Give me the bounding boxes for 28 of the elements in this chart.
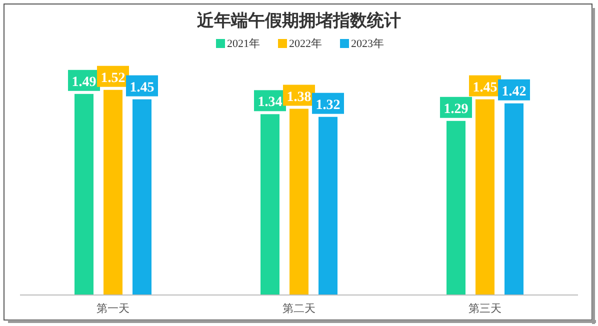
bar (290, 108, 308, 295)
data-label: 1.38 (286, 90, 312, 105)
chart-title: 近年端午假期拥堵指数统计 (196, 11, 401, 30)
legend-label: 2022年 (289, 38, 322, 50)
data-label: 1.52 (100, 70, 126, 86)
legend-item: 2022年 (278, 38, 322, 50)
data-label: 1.32 (316, 98, 340, 113)
bar (318, 116, 338, 295)
bar (260, 114, 280, 295)
bar (446, 120, 466, 295)
bar (74, 94, 94, 295)
data-label: 1.34 (258, 95, 282, 110)
x-tick-label: 第一天 (96, 303, 130, 315)
bar (504, 103, 524, 295)
data-label: 1.45 (130, 80, 154, 96)
bar (132, 99, 152, 295)
data-label: 1.45 (472, 80, 498, 96)
legend-label: 2021年 (227, 38, 260, 50)
legend-label: 2023年 (351, 38, 384, 50)
data-label: 1.42 (502, 84, 526, 100)
bar (476, 99, 494, 295)
data-label: 1.29 (444, 102, 468, 117)
legend-item: 2021年 (216, 38, 260, 50)
data-label: 1.49 (72, 74, 96, 90)
x-tick-label: 第三天 (468, 303, 502, 315)
bar (104, 90, 122, 295)
legend-item: 2023年 (340, 38, 384, 50)
x-tick-label: 第二天 (282, 303, 316, 315)
